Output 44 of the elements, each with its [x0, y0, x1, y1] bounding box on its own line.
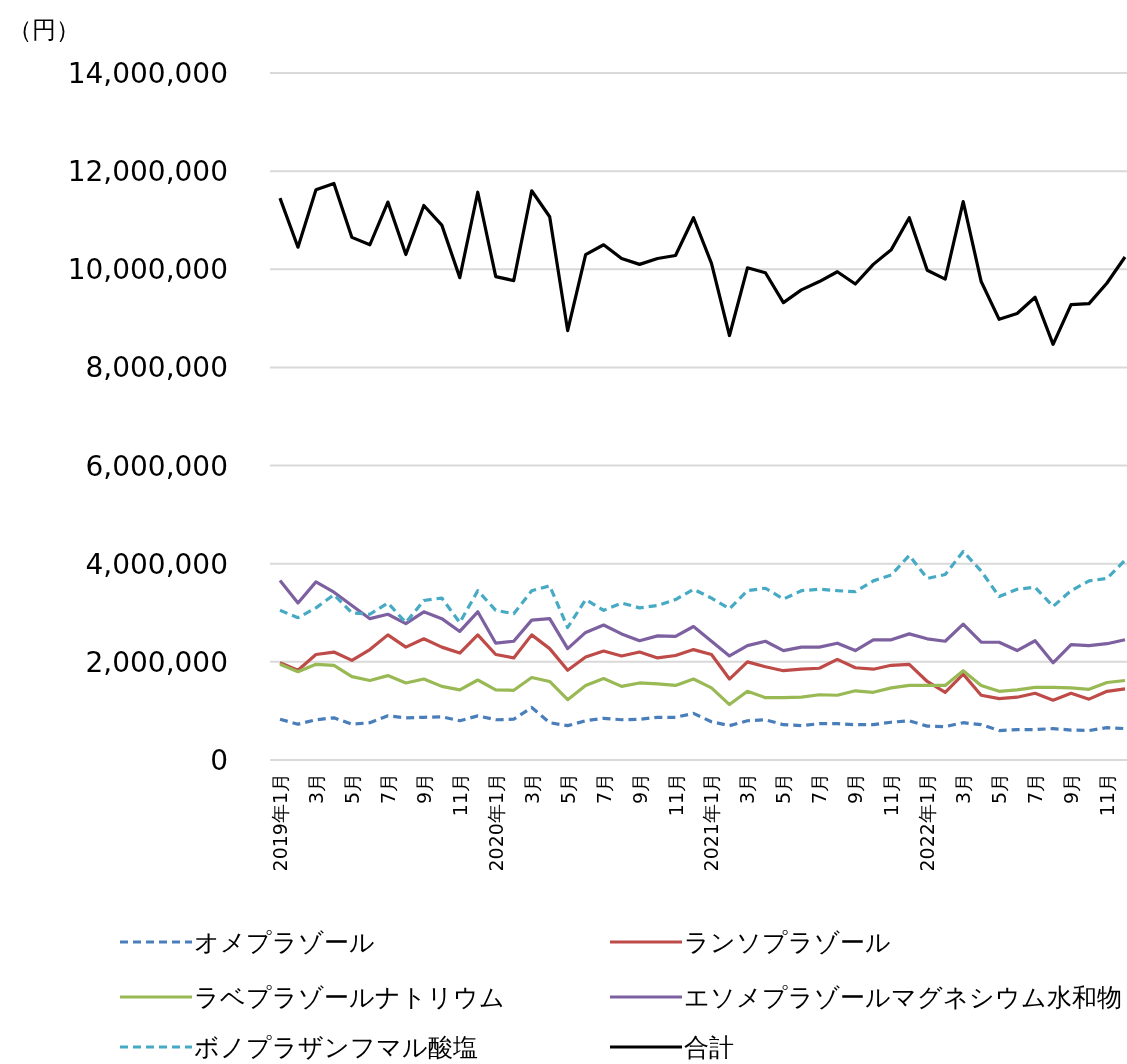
y-axis-title: （円） [8, 16, 80, 44]
y-tick-label: 10,000,000 [67, 253, 228, 287]
line-series [278, 578, 1127, 665]
x-tick-label: 5月 [772, 773, 795, 805]
y-tick-label: 4,000,000 [85, 547, 228, 581]
x-tick-label: 9月 [628, 773, 651, 805]
x-tick-label: 7月 [1024, 773, 1047, 805]
legend-label: エソメプラゾールマグネシウム水和物 [684, 983, 1122, 1012]
x-tick-label: 3月 [952, 773, 975, 805]
x-tick-label: 9月 [412, 773, 435, 805]
y-tick-label: 2,000,000 [85, 645, 228, 679]
x-tick-label: 11月 [448, 773, 471, 817]
x-tick-label: 9月 [844, 773, 867, 805]
line-series [278, 662, 1127, 707]
y-tick-label: 12,000,000 [67, 155, 228, 189]
x-tick-label: 3月 [736, 773, 759, 805]
x-tick-label: 11月 [1096, 773, 1119, 817]
line-series [278, 181, 1127, 346]
legend-label: オメプラゾール [194, 928, 375, 957]
x-tick-label: 2020年1月 [484, 773, 507, 872]
y-tick-label: 14,000,000 [67, 57, 228, 90]
x-tick-label: 5月 [988, 773, 1011, 805]
legend-label: ボノプラザンフマル酸塩 [194, 1033, 478, 1062]
y-tick-label: 6,000,000 [85, 449, 228, 483]
x-tick-label: 3月 [304, 773, 327, 805]
x-tick-label: 9月 [1060, 773, 1083, 805]
line-series [278, 549, 1127, 630]
x-tick-label: 7月 [808, 773, 831, 805]
x-tick-label: 2021年1月 [700, 773, 723, 872]
x-tick-label: 11月 [880, 773, 903, 817]
x-tick-label: 2019年1月 [269, 773, 291, 872]
line-series [278, 633, 1127, 702]
legend-label: 合計 [684, 1033, 734, 1062]
x-tick-label: 5月 [556, 773, 579, 805]
x-tick-label: 5月 [340, 773, 363, 805]
legend-label: ランソプラゾール [684, 928, 891, 957]
x-tick-label: 11月 [664, 773, 687, 817]
legend-label: ラベプラゾールナトリウム [194, 983, 505, 1012]
x-tick-label: 7月 [592, 773, 615, 805]
x-tick-label: 2022年1月 [916, 773, 939, 872]
y-tick-label: 8,000,000 [85, 351, 228, 385]
x-tick-label: 3月 [520, 773, 543, 805]
x-tick-label: 7月 [376, 773, 399, 805]
y-tick-label: 0 [210, 744, 228, 777]
